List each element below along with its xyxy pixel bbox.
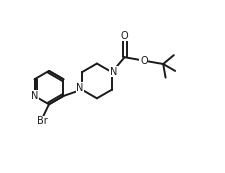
Text: N: N bbox=[76, 83, 84, 93]
Text: N: N bbox=[31, 90, 38, 101]
Text: O: O bbox=[140, 56, 148, 66]
Text: Br: Br bbox=[37, 116, 48, 126]
Text: O: O bbox=[121, 31, 128, 41]
Text: N: N bbox=[110, 67, 117, 77]
